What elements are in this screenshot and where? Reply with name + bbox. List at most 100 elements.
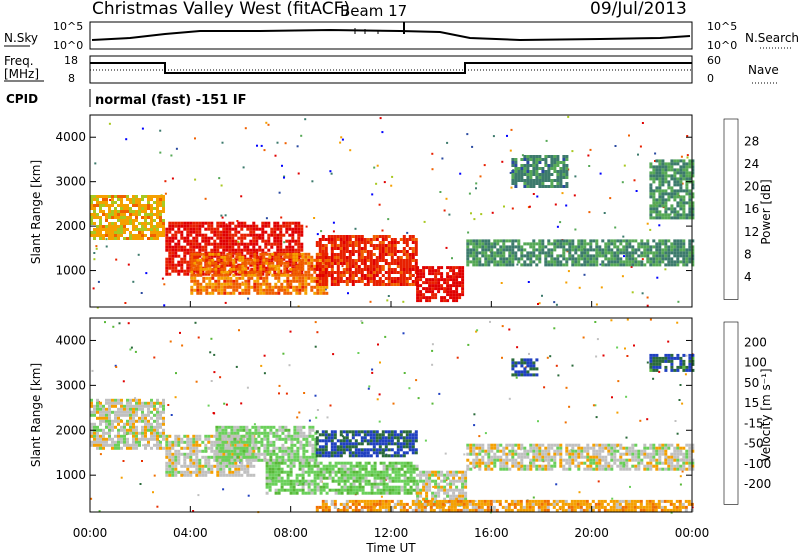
power-cell bbox=[408, 259, 412, 262]
velocity-cell bbox=[177, 449, 181, 453]
power-cell bbox=[220, 276, 224, 280]
power-cell bbox=[434, 281, 438, 285]
velocity-cell bbox=[263, 428, 267, 432]
power-cell bbox=[205, 270, 209, 274]
power-cell bbox=[214, 261, 218, 265]
power-cell bbox=[253, 279, 257, 283]
power-cell bbox=[505, 260, 509, 264]
velocity-noise-point bbox=[371, 368, 374, 371]
velocity-cell bbox=[266, 458, 270, 462]
power-cell bbox=[267, 239, 271, 243]
velocity-cell bbox=[367, 461, 371, 465]
velocity-cell bbox=[93, 431, 96, 435]
power-cell bbox=[475, 245, 479, 249]
velocity-cell bbox=[263, 431, 267, 435]
power-cell bbox=[339, 262, 343, 265]
power-cell bbox=[214, 273, 218, 277]
velocity-cell bbox=[412, 467, 416, 471]
velocity-cell bbox=[251, 425, 255, 429]
velocity-cell bbox=[245, 434, 249, 438]
velocity-cell bbox=[237, 467, 241, 471]
velocity-cell bbox=[373, 479, 377, 483]
power-cell bbox=[461, 281, 465, 285]
velocity-cell bbox=[225, 443, 229, 447]
power-cell bbox=[419, 296, 423, 300]
power-cell bbox=[354, 262, 358, 265]
power-cell bbox=[586, 248, 590, 252]
velocity-cell bbox=[93, 443, 96, 447]
velocity-cell bbox=[245, 458, 249, 462]
velocity-cell bbox=[141, 410, 144, 414]
velocity-cell bbox=[355, 464, 359, 468]
power-noise-point bbox=[639, 145, 642, 148]
power-cell bbox=[123, 210, 126, 213]
velocity-cell bbox=[382, 485, 386, 489]
power-cell bbox=[640, 245, 644, 249]
velocity-cell bbox=[296, 458, 300, 462]
velocity-cell bbox=[278, 458, 282, 462]
velocity-cell bbox=[219, 464, 223, 468]
velocity-cell bbox=[174, 437, 178, 441]
power-cell bbox=[310, 255, 314, 259]
power-cell bbox=[667, 213, 671, 217]
velocity-cell bbox=[278, 425, 282, 429]
power-cell bbox=[345, 283, 349, 286]
power-cell bbox=[499, 239, 503, 243]
power-cell bbox=[511, 164, 515, 167]
power-cell bbox=[673, 174, 677, 178]
power-cell bbox=[673, 210, 677, 214]
velocity-cell bbox=[233, 428, 237, 432]
power-cell bbox=[270, 245, 274, 249]
power-noise-point bbox=[330, 172, 333, 175]
power-cell bbox=[345, 250, 349, 253]
velocity-cell bbox=[156, 413, 159, 417]
power-cell bbox=[144, 225, 147, 228]
power-cell bbox=[610, 251, 614, 255]
power-cell bbox=[318, 265, 322, 268]
velocity-cell bbox=[90, 440, 93, 444]
power-cell bbox=[223, 279, 227, 283]
velocity-cell bbox=[165, 470, 169, 474]
power-cell bbox=[670, 248, 674, 252]
power-cell bbox=[529, 182, 533, 185]
power-cell bbox=[583, 254, 587, 258]
velocity-cell bbox=[215, 455, 219, 459]
power-cell bbox=[111, 204, 114, 207]
power-cell bbox=[523, 173, 527, 176]
power-noise-point bbox=[349, 149, 352, 152]
power-cell bbox=[411, 238, 415, 241]
velocity-cell bbox=[308, 434, 312, 438]
power-cell bbox=[664, 198, 668, 202]
power-cell bbox=[577, 263, 581, 267]
velocity-cell bbox=[287, 446, 291, 450]
power-cell bbox=[250, 267, 254, 271]
power-cell bbox=[440, 278, 444, 282]
velocity-noise-point bbox=[289, 330, 292, 333]
power-cell bbox=[449, 296, 453, 300]
velocity-cell bbox=[254, 425, 258, 429]
power-cell bbox=[670, 207, 674, 211]
power-cell bbox=[249, 263, 253, 267]
power-cell bbox=[523, 158, 527, 161]
velocity-cell bbox=[153, 437, 156, 441]
power-cell bbox=[655, 198, 659, 202]
velocity-cell bbox=[406, 464, 410, 468]
velocity-cell bbox=[213, 440, 217, 444]
power-cell bbox=[685, 263, 689, 267]
velocity-cell bbox=[346, 467, 350, 471]
power-cell bbox=[297, 254, 301, 258]
power-cell bbox=[186, 227, 190, 231]
velocity-cell bbox=[245, 425, 249, 429]
velocity-noise-point bbox=[288, 364, 291, 367]
velocity-cell bbox=[221, 437, 225, 441]
velocity-noise-point bbox=[282, 352, 285, 355]
power-cell bbox=[307, 267, 311, 271]
power-cell bbox=[443, 287, 447, 291]
power-cell bbox=[610, 257, 614, 261]
power-cell bbox=[279, 236, 283, 240]
velocity-cell bbox=[266, 434, 270, 438]
power-cell bbox=[619, 263, 623, 267]
velocity-noise-point bbox=[213, 371, 216, 374]
power-cell bbox=[111, 216, 114, 219]
velocity-cell bbox=[129, 413, 132, 417]
